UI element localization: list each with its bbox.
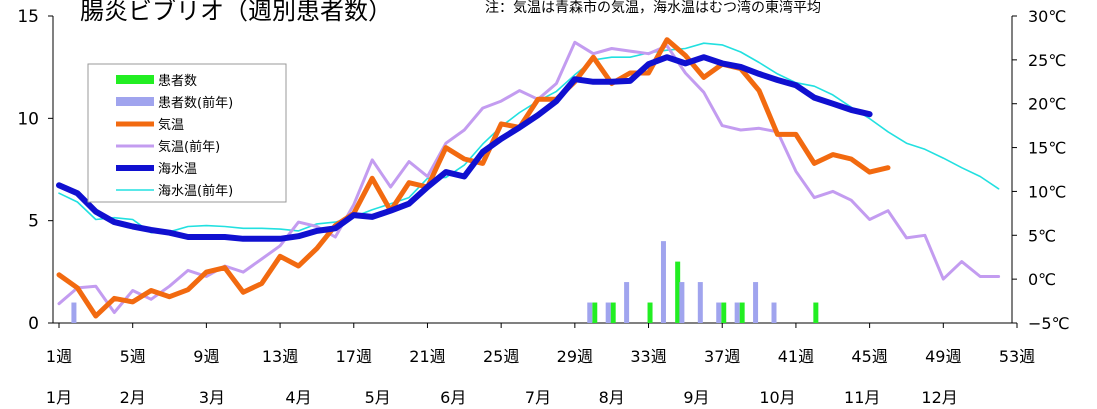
legend-label: 気温(前年) xyxy=(158,139,220,155)
x-tick-label: 53週 xyxy=(999,347,1035,366)
legend-label: 患者数 xyxy=(158,74,197,89)
legend-label: 患者数(前年) xyxy=(158,95,233,111)
month-label: 7月 xyxy=(525,388,551,407)
y-right-tick-label: −5℃ xyxy=(1028,314,1070,333)
bar-patients xyxy=(813,302,819,323)
bar-patients-prev xyxy=(624,282,630,323)
month-label: 1月 xyxy=(46,388,72,407)
bar-patients-prev xyxy=(605,302,611,323)
y-left-tick-label: 10 xyxy=(17,109,39,129)
month-label: 11月 xyxy=(844,388,880,407)
legend-label: 海水温 xyxy=(158,162,197,177)
y-right-tick-label: 10℃ xyxy=(1028,182,1066,201)
y-right-tick-label: 30℃ xyxy=(1028,7,1066,26)
bar-patients-prev xyxy=(734,302,740,323)
y-right-tick-label: 5℃ xyxy=(1028,226,1056,245)
bar-patients-prev xyxy=(753,282,759,323)
bar-patients xyxy=(739,302,745,323)
x-tick-label: 29週 xyxy=(557,347,593,366)
x-tick-label: 21週 xyxy=(409,347,445,366)
x-tick-label: 45週 xyxy=(851,347,887,366)
bar-patients-prev xyxy=(587,302,593,323)
legend-box xyxy=(87,63,287,203)
legend-swatch xyxy=(116,75,154,84)
bar-patients xyxy=(592,302,598,323)
month-label: 5月 xyxy=(365,388,391,407)
bar-patients-prev xyxy=(771,302,777,323)
month-label: 12月 xyxy=(921,388,957,407)
y-left-tick-label: 0 xyxy=(28,314,39,334)
x-tick-label: 9週 xyxy=(193,347,219,366)
chart-title: 腸炎ビブリオ（週別患者数） xyxy=(80,0,392,25)
series-line xyxy=(56,54,873,242)
legend-label: 海水温(前年) xyxy=(158,183,233,199)
bar-patients xyxy=(610,302,616,323)
bar-patients xyxy=(647,302,653,323)
month-label: 9月 xyxy=(683,388,709,407)
legend-swatch xyxy=(116,97,154,106)
y-right-tick-label: 20℃ xyxy=(1028,95,1066,114)
x-tick-label: 17週 xyxy=(336,347,372,366)
month-label: 6月 xyxy=(440,388,466,407)
month-label: 2月 xyxy=(120,388,146,407)
month-label: 8月 xyxy=(599,388,625,407)
bar-patients-prev xyxy=(679,282,685,323)
x-tick-label: 49週 xyxy=(925,347,961,366)
x-tick-label: 37週 xyxy=(704,347,740,366)
bar-patients xyxy=(721,302,727,323)
x-tick-label: 13週 xyxy=(262,347,298,366)
month-label: 3月 xyxy=(199,388,225,407)
bar-patients xyxy=(675,261,681,323)
x-tick-label: 5週 xyxy=(120,347,146,366)
bar-patients-prev xyxy=(716,302,722,323)
series-line xyxy=(58,42,1000,234)
bar-patients-prev xyxy=(71,302,77,323)
month-label: 10月 xyxy=(759,388,795,407)
bar-patients-prev xyxy=(697,282,703,323)
x-tick-label: 33週 xyxy=(630,347,666,366)
chart-note: 注：気温は青森市の気温，海水温はむつ湾の東湾平均 xyxy=(485,0,821,16)
month-label: 4月 xyxy=(285,388,311,407)
y-right-tick-label: 15℃ xyxy=(1028,139,1066,158)
bar-patients-prev xyxy=(660,241,666,323)
y-right-tick-label: 25℃ xyxy=(1028,51,1066,70)
legend-label: 気温 xyxy=(158,117,184,133)
x-tick-label: 1週 xyxy=(46,347,72,366)
x-tick-label: 25週 xyxy=(483,347,519,366)
y-left-tick-label: 5 xyxy=(28,212,39,232)
x-tick-label: 41週 xyxy=(778,347,814,366)
y-right-tick-label: 0℃ xyxy=(1028,270,1056,289)
y-left-tick-label: 15 xyxy=(17,7,39,27)
